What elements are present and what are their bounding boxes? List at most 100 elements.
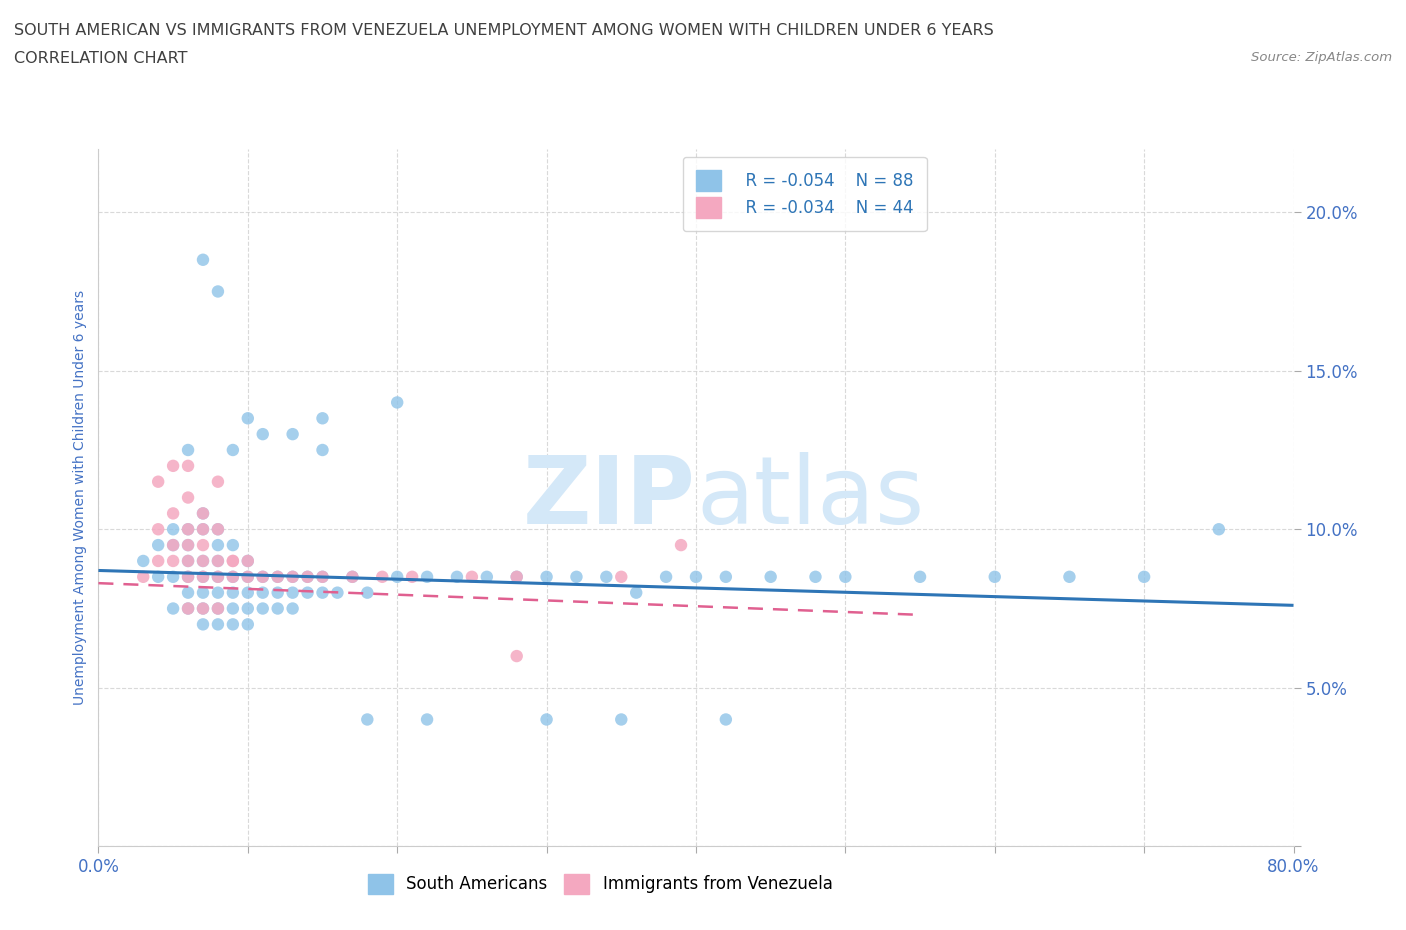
- Point: [148, 474, 170, 489]
- Point: [207, 617, 229, 631]
- Legend: South Americans, Immigrants from Venezuela: South Americans, Immigrants from Venezue…: [361, 867, 839, 901]
- Point: [506, 648, 529, 663]
- Point: [222, 443, 245, 458]
- Point: [191, 522, 214, 537]
- Point: [207, 522, 229, 537]
- Point: [281, 569, 304, 584]
- Point: [371, 569, 394, 584]
- Point: [610, 712, 633, 727]
- Point: [267, 569, 290, 584]
- Text: atlas: atlas: [696, 452, 924, 543]
- Point: [162, 553, 184, 568]
- Point: [177, 443, 200, 458]
- Point: [506, 569, 529, 584]
- Point: [506, 569, 529, 584]
- Point: [311, 411, 333, 426]
- Point: [207, 601, 229, 616]
- Point: [297, 569, 319, 584]
- Point: [281, 585, 304, 600]
- Point: [252, 569, 274, 584]
- Point: [536, 569, 558, 584]
- Point: [267, 569, 290, 584]
- Point: [565, 569, 588, 584]
- Point: [191, 538, 214, 552]
- Point: [177, 601, 200, 616]
- Point: [267, 601, 290, 616]
- Point: [191, 252, 214, 267]
- Point: [191, 601, 214, 616]
- Point: [252, 585, 274, 600]
- Point: [191, 585, 214, 600]
- Point: [177, 490, 200, 505]
- Point: [177, 522, 200, 537]
- Point: [236, 617, 259, 631]
- Point: [177, 553, 200, 568]
- Point: [595, 569, 617, 584]
- Point: [834, 569, 856, 584]
- Point: [714, 712, 737, 727]
- Point: [207, 601, 229, 616]
- Point: [669, 538, 692, 552]
- Text: SOUTH AMERICAN VS IMMIGRANTS FROM VENEZUELA UNEMPLOYMENT AMONG WOMEN WITH CHILDR: SOUTH AMERICAN VS IMMIGRANTS FROM VENEZU…: [14, 23, 994, 38]
- Y-axis label: Unemployment Among Women with Children Under 6 years: Unemployment Among Women with Children U…: [73, 290, 87, 705]
- Point: [1208, 522, 1230, 537]
- Point: [207, 538, 229, 552]
- Point: [222, 538, 245, 552]
- Point: [685, 569, 707, 584]
- Point: [983, 569, 1005, 584]
- Point: [222, 553, 245, 568]
- Point: [759, 569, 782, 584]
- Point: [162, 458, 184, 473]
- Point: [267, 585, 290, 600]
- Point: [177, 569, 200, 584]
- Point: [162, 538, 184, 552]
- Point: [236, 553, 259, 568]
- Point: [207, 569, 229, 584]
- Text: ZIP: ZIP: [523, 452, 696, 543]
- Point: [236, 569, 259, 584]
- Point: [177, 538, 200, 552]
- Point: [416, 569, 439, 584]
- Point: [252, 601, 274, 616]
- Point: [252, 427, 274, 442]
- Point: [236, 553, 259, 568]
- Point: [207, 585, 229, 600]
- Point: [804, 569, 827, 584]
- Point: [148, 553, 170, 568]
- Point: [177, 553, 200, 568]
- Text: Source: ZipAtlas.com: Source: ZipAtlas.com: [1251, 51, 1392, 64]
- Point: [326, 585, 349, 600]
- Text: CORRELATION CHART: CORRELATION CHART: [14, 51, 187, 66]
- Point: [191, 506, 214, 521]
- Point: [191, 553, 214, 568]
- Point: [356, 712, 378, 727]
- Point: [162, 569, 184, 584]
- Point: [385, 395, 409, 410]
- Point: [624, 585, 647, 600]
- Point: [1133, 569, 1156, 584]
- Point: [207, 284, 229, 299]
- Point: [148, 538, 170, 552]
- Point: [207, 553, 229, 568]
- Point: [132, 569, 155, 584]
- Point: [385, 569, 409, 584]
- Point: [461, 569, 484, 584]
- Point: [191, 553, 214, 568]
- Point: [311, 569, 333, 584]
- Point: [177, 458, 200, 473]
- Point: [191, 569, 214, 584]
- Point: [191, 601, 214, 616]
- Point: [222, 585, 245, 600]
- Point: [281, 427, 304, 442]
- Point: [148, 522, 170, 537]
- Point: [536, 712, 558, 727]
- Point: [236, 601, 259, 616]
- Point: [191, 569, 214, 584]
- Point: [222, 601, 245, 616]
- Point: [177, 585, 200, 600]
- Point: [207, 522, 229, 537]
- Point: [446, 569, 468, 584]
- Point: [252, 569, 274, 584]
- Point: [191, 506, 214, 521]
- Point: [162, 522, 184, 537]
